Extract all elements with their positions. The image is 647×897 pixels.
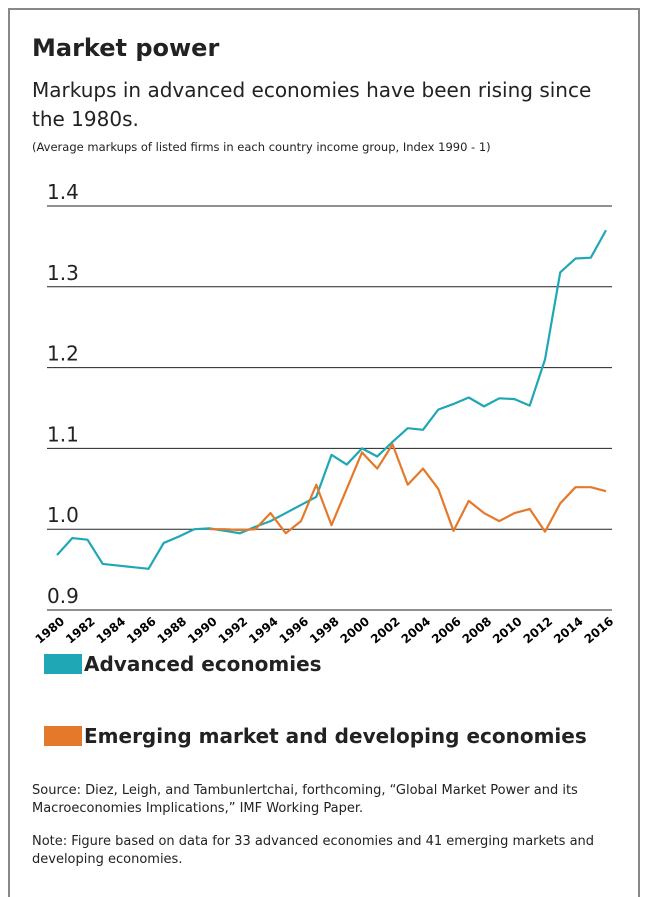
y-tick-label: 1.3 bbox=[47, 261, 79, 285]
x-tick-label: 1982 bbox=[63, 614, 98, 646]
legend-label: Emerging market and developing economies bbox=[84, 724, 587, 748]
legend-label: Advanced economies bbox=[84, 652, 322, 676]
x-tick-label: 1986 bbox=[124, 614, 159, 646]
x-tick-label: 1988 bbox=[155, 614, 190, 646]
chart-title: Market power bbox=[32, 34, 220, 62]
legend-swatch bbox=[44, 726, 82, 746]
x-tick-label: 1990 bbox=[185, 614, 220, 646]
x-tick-label: 2006 bbox=[429, 614, 464, 646]
chart-note: (Average markups of listed firms in each… bbox=[32, 140, 491, 154]
x-tick-label: 2000 bbox=[338, 614, 373, 646]
x-tick-label: 1996 bbox=[277, 614, 312, 646]
footnote: Note: Figure based on data for 33 advanc… bbox=[32, 834, 595, 867]
y-tick-label: 1.2 bbox=[47, 342, 79, 366]
legend-item: Advanced economies bbox=[44, 652, 322, 676]
x-tick-label: 2010 bbox=[490, 614, 525, 646]
x-tick-label: 1998 bbox=[307, 614, 342, 646]
y-tick-label: 1.1 bbox=[47, 422, 79, 446]
x-tick-label: 1994 bbox=[246, 614, 281, 646]
legend-swatch bbox=[44, 654, 82, 674]
x-tick-label: 2008 bbox=[460, 614, 495, 646]
x-tick-label: 1984 bbox=[94, 614, 129, 646]
x-tick-label: 1992 bbox=[216, 614, 251, 646]
x-tick-label: 1980 bbox=[33, 614, 68, 646]
y-tick-label: 1.0 bbox=[47, 503, 79, 527]
x-tick-label: 2014 bbox=[551, 614, 586, 646]
y-tick-label: 1.4 bbox=[47, 180, 79, 204]
legend-item: Emerging market and developing economies bbox=[44, 724, 587, 748]
chart-subtitle: Markups in advanced economies have been … bbox=[32, 78, 592, 131]
x-tick-label: 2004 bbox=[399, 614, 434, 646]
frame bbox=[8, 8, 640, 897]
x-tick-label: 2002 bbox=[368, 614, 403, 646]
x-tick-label: 2012 bbox=[521, 614, 556, 646]
source: Source: Diez, Leigh, and Tambunlertchai,… bbox=[32, 783, 578, 816]
series-line bbox=[209, 443, 607, 535]
y-tick-label: 0.9 bbox=[47, 584, 79, 608]
x-tick-label: 2016 bbox=[582, 614, 617, 646]
series-line bbox=[56, 229, 607, 570]
chart: 0.91.01.11.21.31.41980198219841986198819… bbox=[33, 180, 617, 646]
